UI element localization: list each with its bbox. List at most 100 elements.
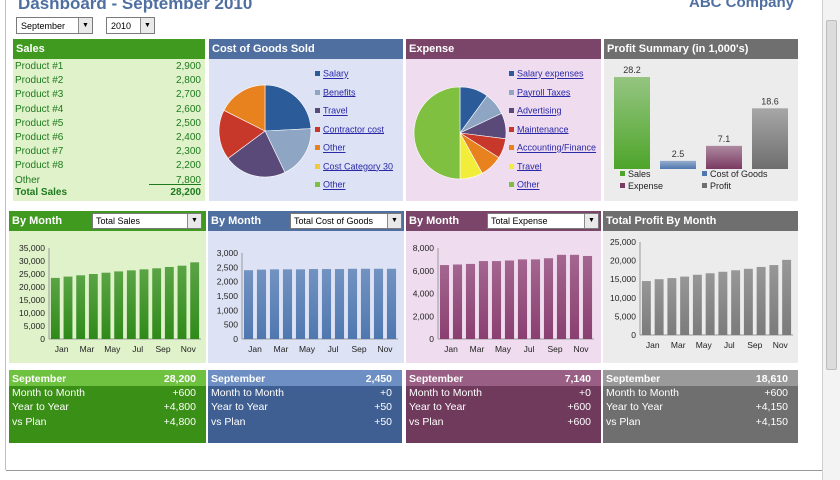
expense-by-month-chart: 8,000 6,000 4,000 2,000 0 Jan Mar May Jul Sep Nov [413, 243, 594, 354]
profit-summary-data-label: 28.2 [623, 65, 641, 75]
month-bar [114, 271, 124, 339]
summary-label: Month to Month [12, 387, 85, 400]
legend-item[interactable]: Cost Category 30 [315, 159, 393, 173]
legend-label: Maintenance [517, 124, 569, 135]
chevron-down-icon[interactable]: ▼ [140, 18, 154, 33]
pie-slice [264, 84, 312, 132]
summary-month-row: Month to Month +600 [606, 386, 788, 400]
summary-year-row: Year to Year +4,150 [606, 400, 788, 414]
legend-item[interactable]: Other [509, 177, 540, 191]
month-bar [491, 261, 502, 339]
profit-summary-legend-label: Cost of Goods [710, 169, 768, 179]
sales-row-label: Product #8 [15, 160, 64, 172]
sales-month-header: By Month Total Sales ▼ [9, 211, 206, 231]
profit-summary-bar [752, 108, 788, 169]
y-tick-label: 8,000 [413, 243, 435, 253]
y-tick-label: 15,000 [19, 295, 45, 305]
legend-item[interactable]: Travel [509, 159, 542, 173]
legend-swatch [315, 145, 320, 151]
summary-month-row: Month to Month +600 [12, 386, 196, 400]
sales-row-value: 2,800 [175, 75, 201, 87]
summary-label: vs Plan [12, 415, 47, 428]
expense-panel: Expense Salary expenses Payroll Taxes Adve… [406, 39, 601, 201]
sales-metric-value: Total Sales [96, 216, 141, 226]
chevron-down-icon[interactable]: ▼ [187, 214, 201, 228]
legend-item[interactable]: Advertising [509, 103, 562, 117]
pie-slice [223, 84, 266, 132]
summary-value: 2,450 [365, 373, 392, 385]
month-bar [386, 268, 397, 339]
expense-summary: September 7,140 Month to Month +0 Year to Ye… [406, 370, 601, 443]
summary-title-row: September 28,200 [12, 372, 196, 386]
month-bar [569, 254, 580, 339]
expense-metric-select[interactable]: Total Expense ▼ [487, 213, 599, 229]
summary-plan-row: vs Plan +4,800 [12, 415, 196, 429]
legend-item[interactable]: Contractor cost [315, 122, 384, 136]
legend-label: Advertising [517, 105, 562, 116]
year-select[interactable]: 2010 ▼ [106, 17, 155, 34]
scrollbar-thumb[interactable] [826, 20, 837, 370]
y-tick-label: 0 [40, 334, 45, 344]
month-bar [321, 269, 332, 339]
legend-item[interactable]: Other [315, 177, 346, 191]
y-tick-label: 0 [233, 334, 238, 344]
legend-item[interactable]: Benefits [315, 85, 356, 99]
sales-row-value: 2,200 [175, 160, 201, 172]
month-bar [731, 270, 741, 335]
cogs-summary: September 2,450 Month to Month +0 Year to Ye… [208, 370, 402, 443]
month-bar [164, 266, 174, 339]
legend-item[interactable]: Maintenance [509, 122, 569, 136]
sales-row-label: Product #7 [15, 146, 64, 158]
summary-label: Month to Month [211, 387, 284, 400]
x-tick-label: Jul [328, 344, 339, 354]
legend-item[interactable]: Salary [315, 66, 349, 80]
legend-item[interactable]: Payroll Taxes [509, 85, 570, 99]
sales-metric-select[interactable]: Total Sales ▼ [92, 213, 202, 229]
sales-total-row: Total Sales 28,200 [15, 186, 201, 200]
legend-swatch [315, 71, 320, 77]
month-bar [718, 271, 728, 335]
chevron-down-icon[interactable]: ▼ [387, 214, 401, 228]
sales-row: Product #3 2,700 [15, 88, 201, 102]
y-tick-label: 500 [224, 320, 238, 330]
profit-summary: September 18,610 Month to Month +600 Year to… [603, 370, 798, 443]
x-tick-label: Nov [773, 340, 789, 350]
month-bar [63, 276, 73, 339]
sales-row: Product #2 2,800 [15, 74, 201, 88]
month-bar [256, 269, 267, 339]
legend-item[interactable]: Other [315, 140, 346, 154]
y-tick-label: 1,500 [217, 291, 239, 301]
profit-month-panel: Total Profit By Month 25,000 20,000 15,000… [603, 211, 798, 363]
x-tick-label: Nov [573, 344, 589, 354]
cogs-metric-select[interactable]: Total Cost of Goods ▼ [290, 213, 402, 229]
summary-label: vs Plan [606, 415, 641, 428]
month-select-value: September [21, 20, 66, 31]
legend-item[interactable]: Accounting/Finance [509, 140, 596, 154]
month-select[interactable]: September ▼ [16, 17, 93, 34]
year-select-value: 2010 [111, 20, 132, 31]
legend-label: Other [517, 179, 540, 190]
x-tick-label: Jul [132, 344, 143, 354]
y-tick-label: 10,000 [19, 308, 45, 318]
month-bar [452, 264, 463, 339]
company-name: ABC Company [688, 0, 794, 11]
summary-value: +600 [567, 415, 591, 428]
cogs-month-panel: By Month Total Cost of Goods ▼ 3,000 2,50… [208, 211, 404, 363]
month-bar [556, 254, 567, 339]
legend-item[interactable]: Salary expenses [509, 66, 584, 80]
page-title: Dashboard - September 2010 [18, 0, 253, 13]
legend-item[interactable]: Travel [315, 103, 348, 117]
sales-row-value: 2,700 [175, 89, 201, 101]
month-bar [478, 261, 489, 339]
summary-label: Month to Month [409, 387, 482, 400]
sales-row-value: 7,800 [175, 174, 201, 186]
sales-row-label: Product #6 [15, 132, 64, 143]
expense-metric-value: Total Expense [491, 216, 548, 226]
chevron-down-icon[interactable]: ▼ [78, 18, 92, 33]
x-tick-label: Jan [646, 340, 660, 350]
x-tick-label: Mar [470, 344, 485, 354]
vertical-scrollbar[interactable] [822, 0, 840, 480]
chevron-down-icon[interactable]: ▼ [584, 214, 598, 228]
summary-month-row: Month to Month +0 [211, 386, 392, 400]
summary-title-row: September 2,450 [211, 372, 392, 386]
